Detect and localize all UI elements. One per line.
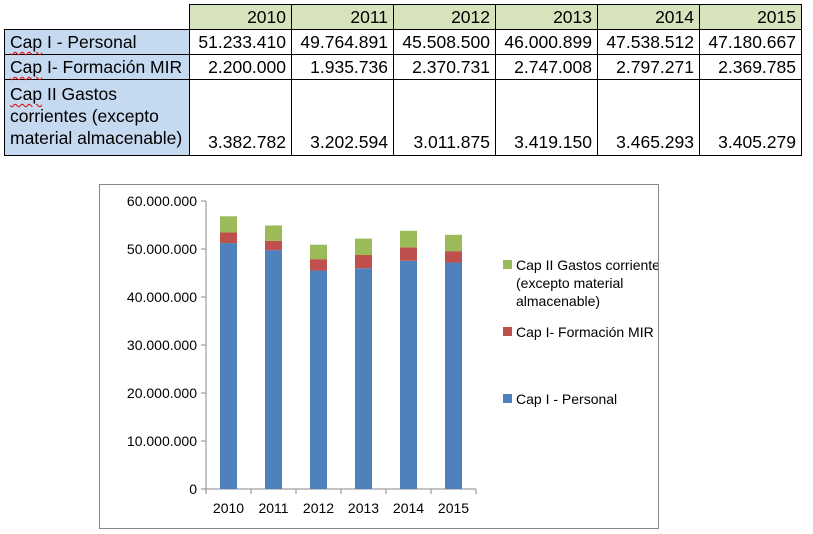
year-header-cell[interactable]: 2011 (291, 4, 394, 30)
bar-segment-formacion-mir (355, 255, 372, 269)
x-tick-label: 2010 (213, 500, 244, 516)
value-cell[interactable]: 3.202.594 (291, 79, 394, 156)
value-cell[interactable]: 3.405.279 (699, 79, 802, 156)
y-tick-label: 30.000.000 (127, 337, 197, 353)
row-label-cell[interactable]: Cap II Gastos corrientes (excepto materi… (4, 79, 190, 156)
y-tick-label: 20.000.000 (127, 385, 197, 401)
stacked-bar-chart: 0 10.000.000 20.000.000 30.000.000 40.000.00… (127, 193, 658, 516)
bar-segment-gastos-corrientes (400, 230, 417, 248)
table-header-row: 2010 2011 2012 2013 2014 2015 (4, 4, 802, 30)
year-header-cell[interactable]: 2015 (699, 4, 802, 30)
legend-swatch (503, 327, 512, 336)
x-tick-label: 2014 (393, 500, 424, 516)
row-label-text: Cap I - Personal (10, 32, 137, 52)
value-cell[interactable]: 3.382.782 (189, 79, 292, 156)
bar-segment-gastos-corrientes (355, 238, 372, 256)
bar-segment-formacion-mir (445, 251, 462, 263)
row-label-text: Cap II Gastos corrientes (excepto materi… (10, 84, 183, 148)
value-cell[interactable]: 1.935.736 (291, 54, 394, 80)
bar-segment-gastos-corrientes (445, 234, 462, 252)
row-label-cell[interactable]: Cap I - Personal (4, 29, 190, 55)
row-label-text: Cap I- Formación MIR (10, 57, 183, 77)
value-cell[interactable]: 51.233.410 (189, 29, 292, 55)
bar-segment-formacion-mir (220, 232, 237, 244)
value-cell[interactable]: 49.764.891 (291, 29, 394, 55)
legend-label: Cap I - Personal (516, 391, 617, 407)
legend-label: (excepto material (516, 275, 623, 291)
table-row: Cap I- Formación MIR 2.200.000 1.935.736… (4, 54, 802, 80)
year-header-cell[interactable]: 2013 (495, 4, 598, 30)
value-cell[interactable]: 45.508.500 (393, 29, 496, 55)
bar-segment-personal (310, 270, 327, 489)
y-tick-label: 0 (189, 481, 197, 497)
x-tick-label: 2013 (348, 500, 379, 516)
spellcheck-word: Cap (10, 84, 43, 104)
bar-segment-personal (355, 268, 372, 489)
legend-label: almacenable) (516, 293, 600, 309)
year-header-cell[interactable]: 2014 (597, 4, 700, 30)
x-tick-label: 2011 (258, 500, 288, 516)
table-corner-cell[interactable] (4, 4, 190, 30)
year-header-cell[interactable]: 2010 (189, 4, 292, 30)
x-tick-label: 2012 (303, 500, 334, 516)
bar-segment-gastos-corrientes (310, 244, 327, 260)
bar-segment-personal (400, 260, 417, 489)
year-header-cell[interactable]: 2012 (393, 4, 496, 30)
bar-segment-formacion-mir (310, 259, 327, 271)
legend-label: Cap II Gastos corrientes (516, 257, 658, 273)
bar-segment-gastos-corrientes (265, 225, 282, 241)
y-tick-label: 50.000.000 (127, 241, 197, 257)
legend-swatch (503, 260, 512, 269)
y-tick-label: 10.000.000 (127, 433, 197, 449)
bar-segment-personal (445, 262, 462, 489)
chart-area[interactable]: 0 10.000.000 20.000.000 30.000.000 40.000.00… (99, 184, 659, 529)
bar-segment-personal (265, 250, 282, 489)
y-tick-label: 60.000.000 (127, 193, 197, 209)
value-cell[interactable]: 3.465.293 (597, 79, 700, 156)
value-cell[interactable]: 3.419.150 (495, 79, 598, 156)
value-cell[interactable]: 46.000.899 (495, 29, 598, 55)
row-label-cell[interactable]: Cap I- Formación MIR (4, 54, 190, 80)
value-cell[interactable]: 2.369.785 (699, 54, 802, 80)
bar-segment-gastos-corrientes (220, 216, 237, 233)
value-cell[interactable]: 2.370.731 (393, 54, 496, 80)
x-tick-label: 2015 (438, 500, 469, 516)
value-cell[interactable]: 2.200.000 (189, 54, 292, 80)
value-cell[interactable]: 47.180.667 (699, 29, 802, 55)
legend-swatch (503, 394, 512, 403)
bar-segment-formacion-mir (265, 240, 282, 251)
spellcheck-word: Cap (10, 32, 43, 52)
data-table: 2010 2011 2012 2013 2014 2015 Cap I - Pe… (4, 4, 802, 156)
bar-segment-formacion-mir (400, 247, 417, 261)
y-tick-label: 40.000.000 (127, 289, 197, 305)
table-row: Cap I - Personal 51.233.410 49.764.891 4… (4, 29, 802, 55)
spellcheck-word: Cap (10, 57, 43, 77)
value-cell[interactable]: 2.747.008 (495, 54, 598, 80)
value-cell[interactable]: 3.011.875 (393, 79, 496, 156)
value-cell[interactable]: 47.538.512 (597, 29, 700, 55)
table-row: Cap II Gastos corrientes (excepto materi… (4, 79, 802, 156)
bar-segment-personal (220, 243, 237, 489)
value-cell[interactable]: 2.797.271 (597, 54, 700, 80)
legend-label: Cap I- Formación MIR (516, 324, 654, 340)
